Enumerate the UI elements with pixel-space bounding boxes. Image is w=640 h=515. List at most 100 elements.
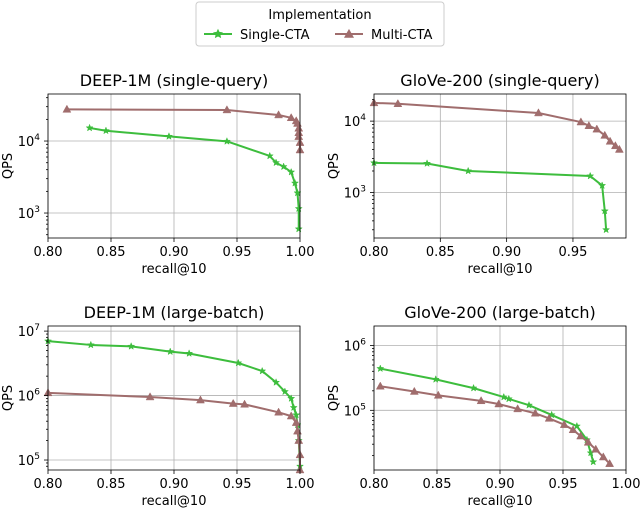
single-cta-line bbox=[373, 161, 608, 230]
legend-entry-multi: Multi-CTA bbox=[335, 28, 432, 43]
single-cta-point bbox=[547, 410, 556, 419]
multi-cta-point bbox=[291, 417, 301, 426]
chart-panel-1: 0.80 0.85 0.90 0.95 1.00 103 104 DEEP-1M (singl… bbox=[1, 71, 314, 277]
plot-frame bbox=[373, 93, 627, 239]
x-tick-label: 1.00 bbox=[286, 245, 315, 260]
multi-cta-point bbox=[294, 131, 304, 140]
multi-cta-point bbox=[513, 404, 523, 413]
y-tick-label: 105 bbox=[344, 402, 366, 419]
legend-label-single: Single-CTA bbox=[240, 28, 310, 43]
single-cta-point bbox=[524, 400, 534, 409]
y-axis-label: QPS bbox=[1, 153, 16, 179]
single-cta-point bbox=[265, 151, 274, 160]
multi-cta-point bbox=[286, 113, 296, 122]
x-tick-label: 1.00 bbox=[612, 477, 640, 492]
single-cta-point bbox=[258, 366, 267, 375]
x-tick-label: 1.00 bbox=[286, 477, 315, 492]
chart-title: DEEP-1M (single-query) bbox=[80, 71, 269, 90]
multi-cta-point bbox=[598, 452, 608, 461]
x-tick-label: 0.80 bbox=[34, 477, 63, 492]
y-tick-label: 107 bbox=[18, 323, 40, 340]
single-cta-point bbox=[127, 342, 136, 350]
single-cta-point bbox=[101, 126, 111, 135]
legend-label-multi: Multi-CTA bbox=[371, 28, 432, 43]
multi-cta-point bbox=[274, 110, 283, 119]
multi-cta-point bbox=[393, 99, 403, 107]
x-tick-label: 0.85 bbox=[426, 245, 455, 260]
single-cta-point bbox=[600, 206, 609, 215]
multi-cta-point bbox=[576, 117, 586, 126]
chart-title: DEEP-1M (large-batch) bbox=[84, 303, 265, 322]
multi-cta-point bbox=[222, 105, 232, 114]
single-cta-point bbox=[469, 383, 478, 392]
single-cta-point bbox=[290, 178, 300, 187]
multi-cta-point bbox=[605, 136, 615, 145]
chart-panel-4: 0.80 0.85 0.90 0.95 1.00 105 106 GloVe-200 (lar… bbox=[327, 303, 640, 509]
chart-panel-2: 0.80 0.85 0.90 0.95 103 104 GloVe-200 (single-… bbox=[327, 71, 627, 277]
single-cta-point bbox=[271, 378, 281, 386]
single-cta-point bbox=[294, 224, 303, 233]
multi-cta-point bbox=[375, 381, 385, 390]
x-tick-label: 0.90 bbox=[160, 477, 189, 492]
x-tick-label: 0.85 bbox=[97, 245, 126, 260]
y-tick-label: 103 bbox=[344, 184, 366, 201]
single-cta-point bbox=[601, 225, 611, 234]
multi-cta-point bbox=[274, 407, 283, 416]
single-cta-point bbox=[287, 167, 296, 176]
single-cta-line bbox=[89, 126, 300, 229]
multi-cta-point bbox=[293, 426, 302, 435]
multi-cta-point bbox=[614, 144, 624, 153]
y-axis-label: QPS bbox=[327, 153, 342, 179]
single-cta-point bbox=[287, 394, 296, 402]
multi-cta-point bbox=[294, 435, 304, 444]
single-cta-point bbox=[431, 375, 440, 383]
x-tick-label: 0.85 bbox=[423, 477, 452, 492]
x-tick-label: 0.85 bbox=[97, 477, 126, 492]
multi-cta-point bbox=[494, 399, 504, 408]
x-tick-label: 0.90 bbox=[492, 245, 521, 260]
x-axis-label: recall@10 bbox=[468, 262, 533, 277]
single-cta-line bbox=[380, 367, 595, 463]
x-tick-label: 0.95 bbox=[549, 477, 578, 492]
x-tick-label: 0.95 bbox=[223, 477, 252, 492]
single-cta-point bbox=[292, 410, 301, 419]
multi-cta-point bbox=[145, 392, 155, 401]
y-tick-label: 104 bbox=[18, 133, 41, 150]
x-tick-label: 0.90 bbox=[160, 245, 189, 260]
single-cta-point bbox=[586, 171, 595, 180]
multi-cta-point bbox=[576, 431, 586, 440]
multi-cta-point bbox=[544, 413, 554, 422]
single-cta-point bbox=[85, 123, 94, 132]
multi-cta-point bbox=[228, 398, 238, 407]
x-tick-label: 0.95 bbox=[558, 245, 587, 260]
single-cta-point bbox=[164, 132, 174, 140]
multi-cta-point bbox=[196, 395, 205, 404]
y-tick-label: 105 bbox=[18, 452, 40, 469]
multi-cta-point bbox=[530, 408, 540, 417]
multi-cta-point bbox=[600, 130, 610, 139]
single-cta-point bbox=[499, 392, 508, 401]
legend: Implementation Single-CTA Multi-CTA bbox=[195, 1, 445, 47]
single-cta-point bbox=[464, 166, 473, 175]
multi-cta-point bbox=[476, 396, 486, 405]
legend-entry-single: Single-CTA bbox=[204, 28, 310, 43]
single-cta-point bbox=[376, 364, 385, 373]
x-tick-label: 0.95 bbox=[223, 245, 252, 260]
single-cta-point bbox=[589, 457, 598, 466]
single-cta-point bbox=[234, 358, 243, 367]
multi-cta-point bbox=[591, 444, 601, 453]
single-cta-point bbox=[222, 137, 232, 145]
multi-cta-point bbox=[592, 124, 602, 133]
y-tick-label: 104 bbox=[344, 113, 367, 130]
x-axis-label: recall@10 bbox=[142, 262, 207, 277]
y-axis-label: QPS bbox=[327, 385, 342, 411]
x-tick-label: 0.80 bbox=[34, 245, 63, 260]
single-cta-point bbox=[86, 340, 95, 349]
single-cta-point bbox=[166, 347, 175, 356]
single-cta-point bbox=[598, 181, 607, 190]
multi-cta-point bbox=[605, 459, 615, 467]
legend-box bbox=[195, 1, 445, 47]
x-tick-label: 0.80 bbox=[360, 245, 389, 260]
legend-title: Implementation bbox=[268, 8, 371, 23]
